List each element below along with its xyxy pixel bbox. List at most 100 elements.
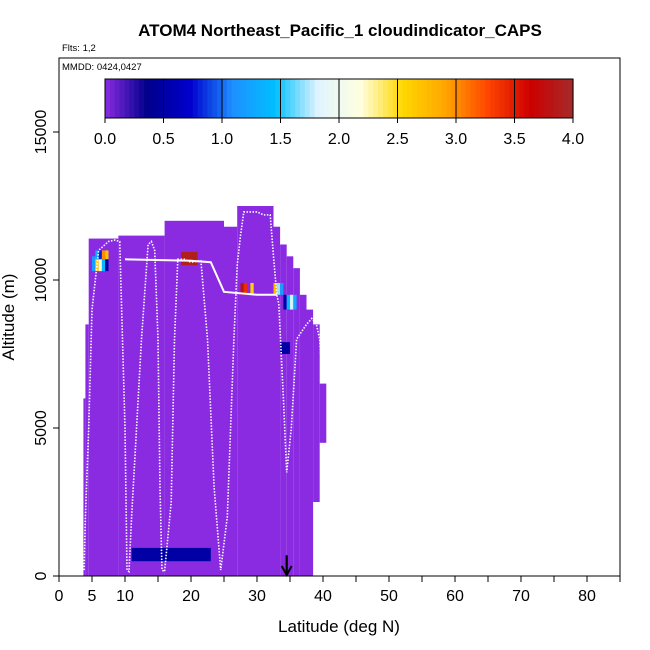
colorbar-tick-label-2: 1.0 bbox=[211, 131, 233, 148]
colorbar-tick-label-6: 3.0 bbox=[445, 131, 467, 148]
colorbar-swatch-76 bbox=[475, 79, 481, 118]
colorbar-swatch-52 bbox=[358, 79, 364, 118]
cloud-column-13 bbox=[313, 324, 320, 502]
colorbar-swatch-50 bbox=[348, 79, 355, 118]
colorbar-swatch-67 bbox=[431, 79, 438, 118]
cloud-patch-13 bbox=[273, 282, 277, 295]
colorbar-swatch-94 bbox=[563, 79, 569, 118]
cloud-patch-11 bbox=[243, 282, 248, 295]
colorbar-swatch-35 bbox=[275, 79, 282, 118]
x-tick-label-2: 10 bbox=[116, 588, 134, 605]
colorbar-swatch-90 bbox=[543, 79, 550, 118]
colorbar-tick-label-0: 0.0 bbox=[94, 131, 116, 148]
colorbar-swatch-37 bbox=[285, 79, 291, 118]
cloud-column-9 bbox=[286, 256, 294, 576]
colorbar-swatch-87 bbox=[529, 79, 535, 118]
colorbar-swatch-80 bbox=[495, 79, 501, 118]
colorbar-swatch-73 bbox=[460, 79, 467, 118]
colorbar-swatch-65 bbox=[421, 79, 428, 118]
cloud-column-5 bbox=[224, 226, 238, 576]
colorbar-swatch-44 bbox=[319, 79, 325, 118]
colorbar-swatch-12 bbox=[163, 79, 169, 118]
colorbar-swatch-62 bbox=[407, 79, 413, 118]
y-tick-label-3: 15000 bbox=[33, 110, 50, 155]
cloud-patch-3 bbox=[101, 256, 106, 272]
colorbar-tick-label-3: 1.5 bbox=[269, 131, 291, 148]
x-tick-label-6: 50 bbox=[380, 588, 398, 605]
cloud-patch-18 bbox=[290, 294, 294, 310]
cloud-patch-14 bbox=[276, 282, 281, 295]
x-tick-label-7: 60 bbox=[446, 588, 464, 605]
y-tick-label-2: 10000 bbox=[33, 258, 50, 303]
cloud-patch-5 bbox=[95, 250, 99, 260]
colorbar-swatch-14 bbox=[173, 79, 179, 118]
colorbar-swatch-7 bbox=[139, 79, 145, 118]
colorbar-swatch-53 bbox=[363, 79, 369, 118]
colorbar-swatch-77 bbox=[480, 79, 486, 118]
colorbar-swatch-22 bbox=[212, 79, 218, 118]
colorbar-swatch-61 bbox=[402, 79, 408, 118]
colorbar-swatch-54 bbox=[368, 79, 374, 118]
flights-label: Flts: 1,2 bbox=[62, 43, 96, 54]
colorbar-swatch-92 bbox=[553, 79, 559, 118]
colorbar-tick-label-4: 2.0 bbox=[328, 131, 350, 148]
colorbar-swatch-23 bbox=[217, 79, 223, 118]
colorbar-swatch-59 bbox=[392, 79, 399, 118]
colorbar-swatch-15 bbox=[178, 79, 184, 118]
x-tick-label-5: 40 bbox=[314, 588, 332, 605]
colorbar-swatch-82 bbox=[504, 79, 511, 118]
colorbar-swatch-0 bbox=[105, 79, 111, 118]
colorbar-swatch-78 bbox=[485, 79, 491, 118]
colorbar-swatch-60 bbox=[397, 79, 403, 118]
colorbar-swatch-42 bbox=[309, 79, 316, 118]
colorbar-swatch-3 bbox=[119, 79, 126, 118]
colorbar-swatch-24 bbox=[222, 79, 228, 118]
x-tick-label-8: 70 bbox=[512, 588, 530, 605]
colorbar-swatch-88 bbox=[534, 79, 540, 118]
colorbar-swatch-20 bbox=[202, 79, 208, 118]
colorbar-swatch-48 bbox=[339, 79, 345, 118]
colorbar-swatch-57 bbox=[382, 79, 389, 118]
cloud-patch-10 bbox=[240, 282, 244, 295]
colorbar-swatch-91 bbox=[548, 79, 555, 118]
x-tick-label-1: 5 bbox=[88, 588, 97, 605]
colorbar-swatch-11 bbox=[158, 79, 165, 118]
colorbar-swatch-55 bbox=[373, 79, 379, 118]
cloud-patch-15 bbox=[280, 282, 284, 295]
colorbar-swatch-70 bbox=[446, 79, 452, 118]
cloud-column-2 bbox=[88, 238, 119, 576]
colorbar-swatch-51 bbox=[353, 79, 360, 118]
colorbar-swatch-64 bbox=[417, 79, 423, 118]
colorbar-tick-label-1: 0.5 bbox=[152, 131, 174, 148]
colorbar-swatch-28 bbox=[241, 79, 247, 118]
colorbar-swatch-49 bbox=[343, 79, 350, 118]
cloud-patch-21 bbox=[131, 547, 211, 562]
colorbar-swatch-38 bbox=[290, 79, 296, 118]
colorbar-swatch-56 bbox=[378, 79, 384, 118]
colorbar-swatch-74 bbox=[465, 79, 472, 118]
colorbar-swatch-86 bbox=[524, 79, 530, 118]
colorbar-swatch-17 bbox=[187, 79, 194, 118]
colorbar-swatch-81 bbox=[499, 79, 506, 118]
colorbar-swatch-27 bbox=[236, 79, 243, 118]
colorbar: 0.0 0.5 1.0 1.5 2.0 2.5 3.0 3.5 4.0 bbox=[94, 78, 584, 148]
x-tick-label-0: 0 bbox=[55, 588, 64, 605]
colorbar-swatch-71 bbox=[451, 79, 457, 118]
y-tick-label-0: 0 bbox=[33, 571, 50, 580]
colorbar-swatch-30 bbox=[251, 79, 257, 118]
cloud-patch-17 bbox=[286, 294, 290, 310]
colorbar-swatch-36 bbox=[280, 79, 286, 118]
cloud-column-7 bbox=[273, 226, 281, 576]
colorbar-swatch-29 bbox=[246, 79, 252, 118]
colorbar-swatch-43 bbox=[314, 79, 321, 118]
cloud-column-1 bbox=[85, 324, 89, 576]
colorbar-swatch-13 bbox=[168, 79, 174, 118]
cloud-column-3 bbox=[118, 235, 165, 576]
colorbar-swatch-16 bbox=[183, 79, 189, 118]
colorbar-swatch-58 bbox=[387, 79, 394, 118]
cloud-patch-19 bbox=[293, 294, 297, 310]
cloud-patch-12 bbox=[250, 282, 254, 295]
arrow-marker-head bbox=[280, 565, 293, 578]
cloud-column-10 bbox=[293, 268, 300, 576]
colorbar-swatch-69 bbox=[441, 79, 447, 118]
